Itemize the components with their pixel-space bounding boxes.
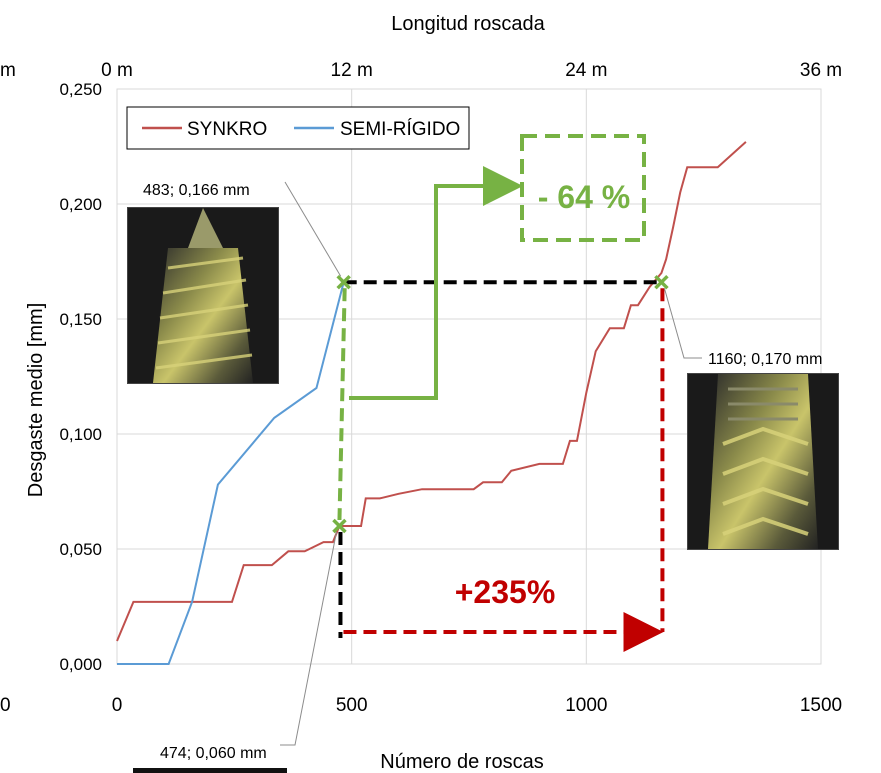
- x2-tick-label: 12 m: [331, 60, 373, 81]
- x-tick-label: 0: [112, 695, 123, 716]
- green-dashed-vertical: [337, 288, 347, 521]
- y-tick-label: 0,000: [59, 655, 102, 674]
- x-marker: [336, 274, 351, 290]
- markers-layer: [332, 274, 669, 534]
- series-layer: [116, 141, 747, 665]
- x-marker-stroke: [336, 274, 351, 290]
- label-point-1160: 1160; 0,170 mm: [708, 351, 822, 368]
- tool-photo-right: [687, 373, 839, 550]
- green-step-arrow: [349, 166, 523, 400]
- green-dashed-box: [520, 134, 646, 242]
- x2-tick-label: 24 m: [565, 60, 607, 81]
- x2-axis-cut-tick: m: [0, 60, 16, 81]
- y-tick-label: 0,150: [59, 310, 102, 329]
- leader-line-474: [280, 531, 337, 746]
- x-marker: [654, 274, 669, 290]
- x-axis-title: Número de roscas: [380, 751, 543, 773]
- axes: 0,000 0,050 0,100 0,150 0,200 0,250 0 500 1000 15…: [59, 60, 842, 716]
- annotation-layer: [280, 134, 702, 746]
- series-line-synkro: [116, 141, 747, 642]
- series-line-semi-rigido: [117, 281, 345, 665]
- x2-tick-label: 36 m: [800, 60, 842, 81]
- y-tick-label: 0,200: [59, 195, 102, 214]
- x-tick-label: 1000: [565, 695, 607, 716]
- red-percentage: +235%: [455, 574, 556, 610]
- legend: SYNKRO SEMI-RÍGIDO: [126, 106, 470, 150]
- y-tick-label: 0,050: [59, 540, 102, 559]
- label-point-483: 483; 0,166 mm: [143, 182, 250, 199]
- tool-photo-bottom-edge: [133, 768, 287, 773]
- tool-photo-left-graphic: [128, 208, 278, 383]
- leader-line-1160: [663, 288, 702, 359]
- x-tick-label: 1500: [800, 695, 842, 716]
- x2-tick-label: 0 m: [101, 60, 133, 81]
- x-marker-stroke: [654, 274, 669, 290]
- y-axis-title: Desgaste medio [mm]: [25, 303, 47, 498]
- green-percentage: - 64 %: [538, 179, 630, 215]
- y-tick-label: 0,100: [59, 425, 102, 444]
- x-tick-label: 500: [336, 695, 368, 716]
- legend-label-synkro: SYNKRO: [187, 119, 267, 140]
- label-point-474: 474; 0,060 mm: [160, 745, 267, 762]
- x2-axis-title: Longitud roscada: [391, 13, 545, 35]
- legend-label-semi: SEMI-RÍGIDO: [340, 119, 460, 140]
- x-marker: [332, 518, 347, 534]
- tool-photo-left: [127, 207, 279, 384]
- x-axis-cut-tick: 0: [0, 695, 11, 716]
- x-marker-stroke: [332, 518, 347, 534]
- tool-photo-right-graphic: [688, 374, 838, 549]
- y-tick-label: 0,250: [59, 80, 102, 99]
- leader-line-483: [284, 181, 342, 277]
